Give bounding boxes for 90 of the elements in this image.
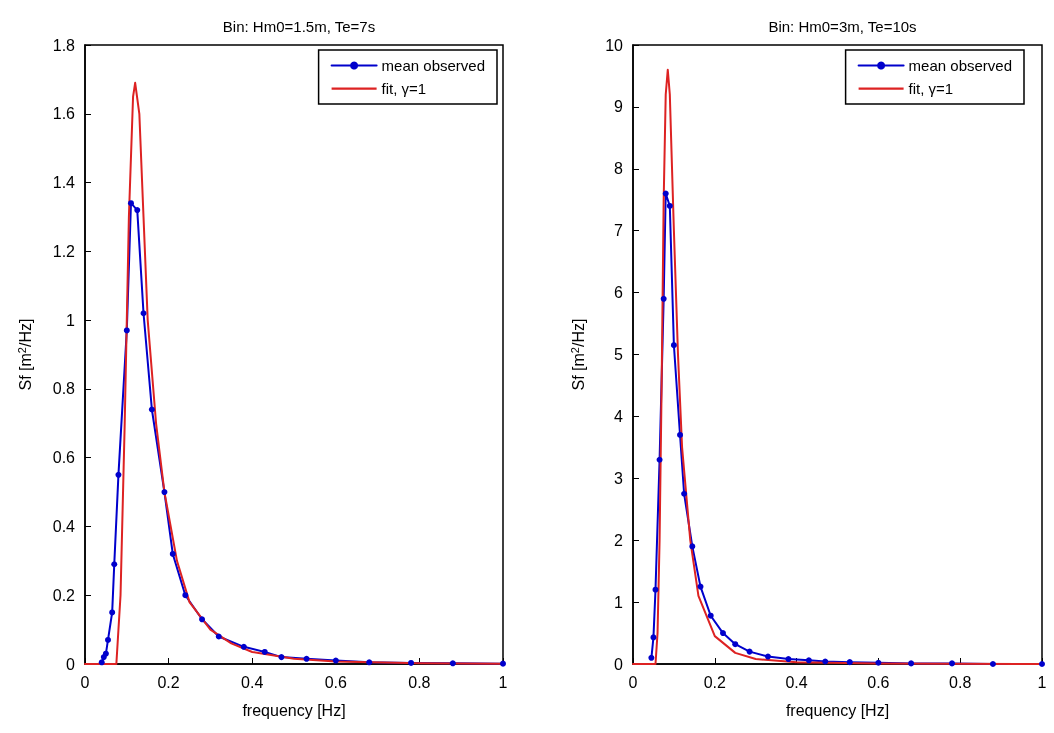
x-tick-label: 0.8	[408, 673, 431, 691]
y-tick-label: 4	[614, 407, 624, 425]
y-tick-label: 0	[66, 655, 76, 673]
point	[1039, 661, 1045, 667]
y-tick-label: 1	[614, 593, 624, 611]
point	[332, 657, 339, 664]
point	[134, 207, 141, 214]
point	[449, 660, 456, 667]
point	[689, 543, 696, 550]
point	[408, 659, 415, 666]
point	[215, 633, 222, 640]
point	[261, 648, 268, 655]
y-axis-title: Sf [m2/Hz]	[568, 318, 587, 391]
chart-title: Bin: Hm0=1.5m, Te=7s	[222, 18, 376, 35]
y-tick-label: 1.4	[52, 174, 76, 192]
x-tick-label: 0.4	[785, 673, 808, 691]
point	[822, 658, 829, 665]
point	[182, 592, 189, 599]
point	[681, 490, 688, 497]
y-tick-label: 0.2	[52, 586, 76, 604]
point	[650, 634, 657, 641]
x-tick-label: 0.6	[324, 673, 348, 691]
point	[989, 661, 996, 667]
point	[764, 653, 771, 660]
chart-title: Bin: Hm0=3m, Te=10s	[768, 18, 917, 35]
point	[746, 648, 753, 655]
x-tick-label: 0.2	[157, 673, 180, 691]
y-tick-label: 5	[614, 346, 624, 363]
y-tick-label: 9	[614, 98, 624, 116]
point	[660, 295, 667, 302]
point	[140, 310, 147, 317]
x-axis-title: frequency [Hz]	[242, 701, 346, 719]
point	[707, 612, 714, 619]
legend-label: fit, γ=1	[381, 80, 427, 97]
x-tick-label: 0	[628, 673, 638, 691]
point	[366, 659, 373, 666]
x-tick-label: 0.2	[703, 673, 727, 691]
y-tick-label: 0	[614, 655, 624, 673]
point	[102, 650, 109, 657]
point	[666, 202, 673, 209]
y-tick-label: 1.8	[52, 36, 76, 54]
x-axis-title: frequency [Hz]	[785, 701, 890, 719]
point	[240, 643, 247, 650]
y-tick-label: 3	[614, 469, 624, 487]
point	[805, 657, 812, 664]
point	[908, 660, 915, 667]
y-tick-label: 0.4	[52, 517, 76, 535]
point	[846, 659, 853, 666]
y-tick-label: 10	[605, 36, 624, 54]
y-tick-label: 0.8	[52, 380, 76, 398]
point	[148, 406, 155, 413]
point	[303, 655, 310, 662]
x-tick-label: 0.8	[949, 673, 972, 691]
legend-label: mean observed	[908, 57, 1013, 74]
point	[98, 659, 105, 666]
point	[785, 656, 792, 663]
x-tick-label: 1	[498, 673, 508, 691]
point	[105, 636, 111, 643]
point	[648, 654, 655, 661]
x-tick-label: 1	[1037, 673, 1047, 691]
legend-label: mean observed	[381, 57, 486, 74]
point	[949, 660, 956, 667]
point	[719, 630, 726, 637]
x-tick-label: 0.4	[241, 673, 264, 691]
point	[670, 342, 677, 349]
y-tick-label: 8	[614, 160, 624, 178]
point	[123, 327, 130, 334]
y-tick-label: 0.6	[52, 449, 76, 467]
y-tick-label: 1.6	[52, 105, 76, 123]
point	[656, 456, 663, 463]
legend-label: fit, γ=1	[908, 80, 954, 97]
point	[169, 550, 176, 557]
point	[199, 616, 206, 623]
x-tick-label: 0.6	[867, 673, 890, 691]
point	[111, 561, 118, 568]
y-axis-title: Sf [m2/Hz]	[15, 318, 34, 391]
point	[652, 586, 659, 593]
point	[732, 641, 739, 648]
point	[115, 471, 122, 478]
y-tick-label: 6	[614, 284, 624, 302]
point	[127, 200, 134, 207]
point	[278, 654, 285, 661]
y-tick-label: 2	[614, 531, 624, 549]
point	[109, 609, 116, 616]
y-tick-label: 1.2	[52, 242, 76, 260]
y-tick-label: 1	[66, 311, 76, 329]
point	[161, 489, 168, 496]
point	[677, 431, 684, 438]
y-tick-label: 7	[614, 222, 624, 240]
x-tick-label: 0	[80, 673, 90, 691]
